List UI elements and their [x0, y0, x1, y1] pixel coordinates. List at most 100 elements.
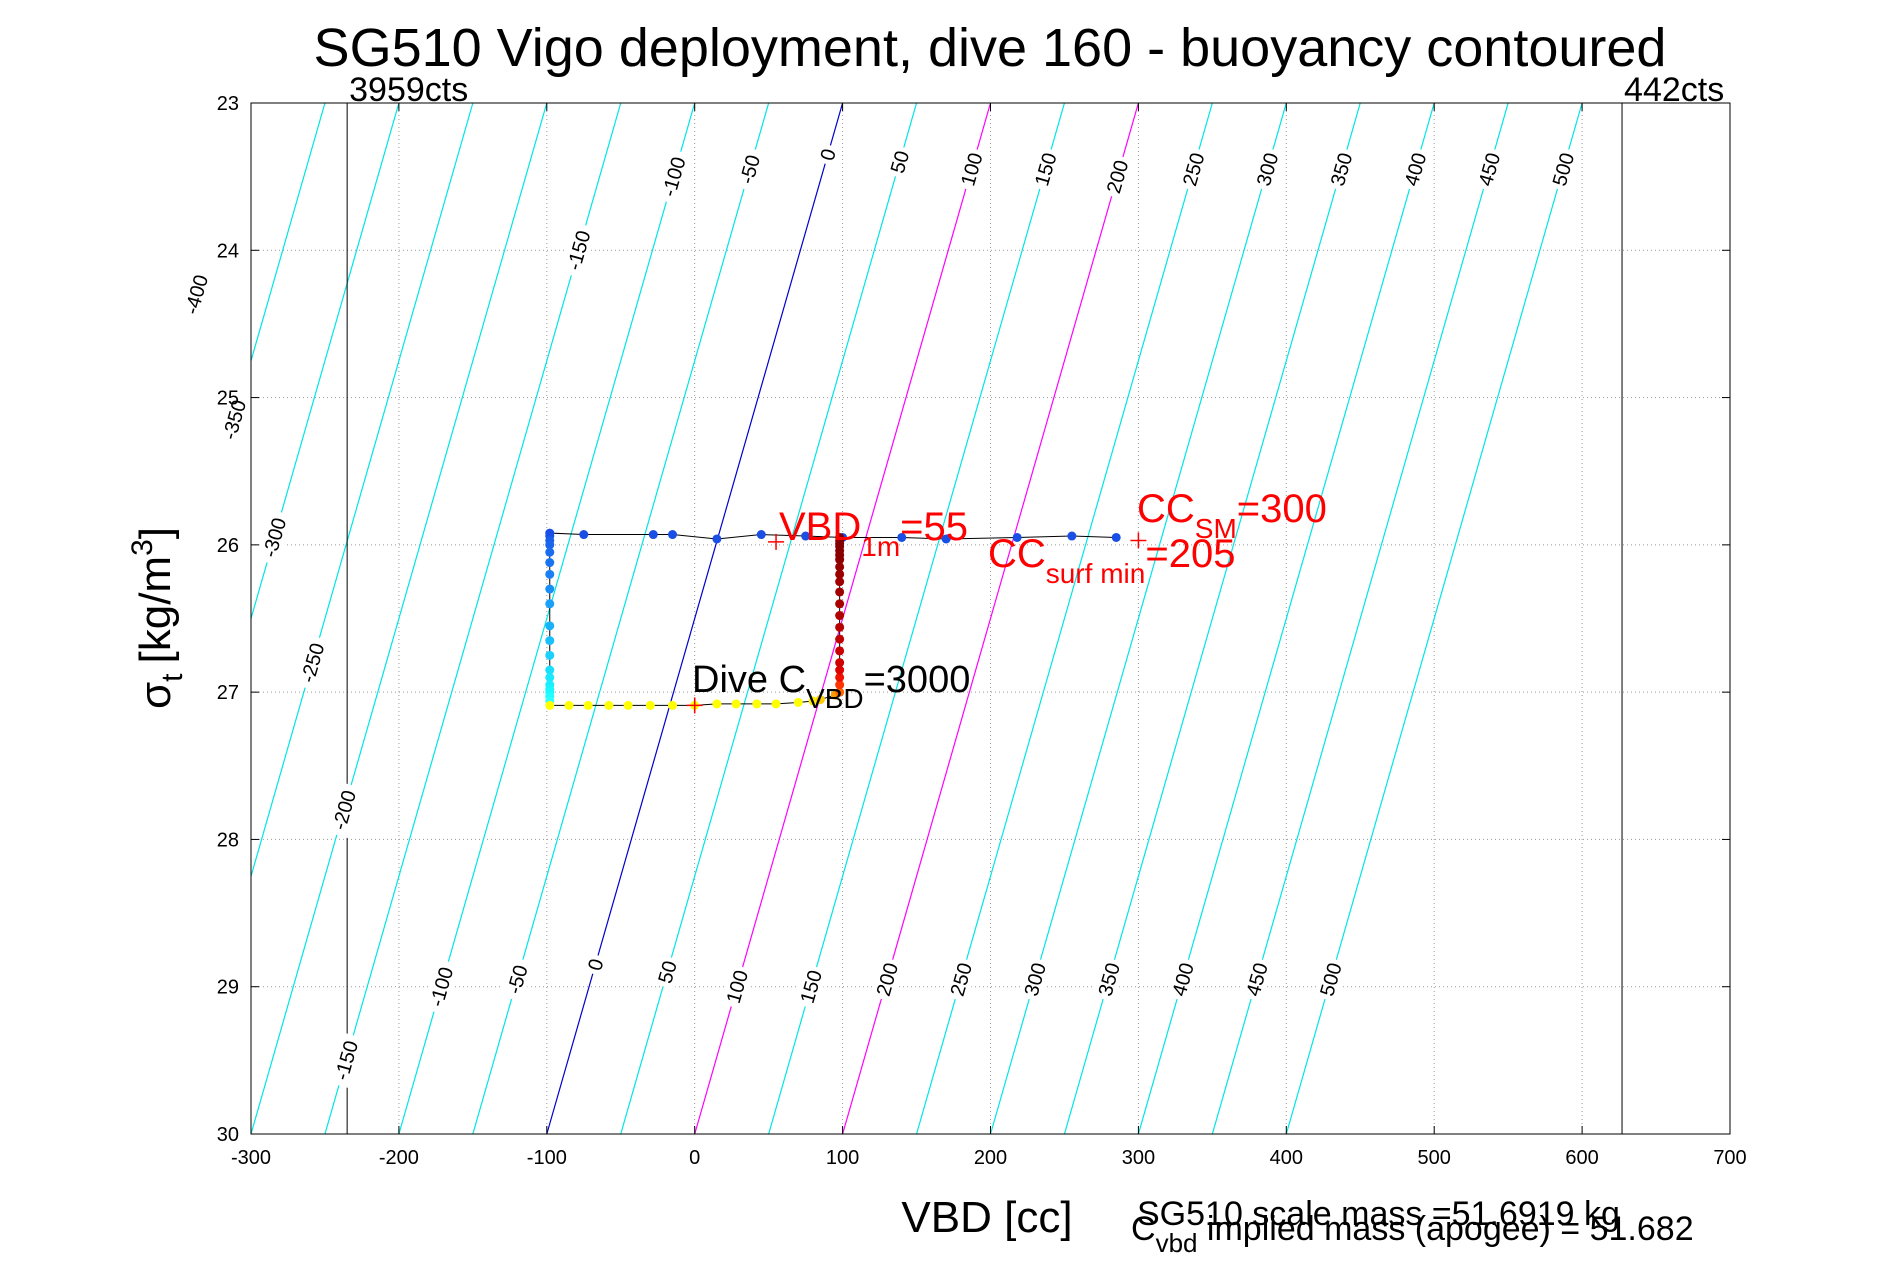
trace-point: [604, 700, 614, 710]
implied-mass-sub: vbd: [1156, 1228, 1198, 1258]
trace-point: [545, 540, 555, 550]
contour-label-bg: [883, 144, 916, 180]
trace-point: [712, 699, 722, 709]
trace-point: [835, 532, 845, 542]
implied-mass-main: C: [1131, 1210, 1156, 1248]
contour-label-bg: [215, 391, 253, 448]
contour-label: -250: [297, 641, 329, 686]
trace-point: [1067, 531, 1077, 541]
contour-label-bg: [1250, 146, 1285, 193]
trace-point: [897, 532, 907, 542]
trace-point: [1111, 532, 1121, 542]
buoyancy-contour-line: [251, 103, 326, 363]
contour-label-bg: [559, 221, 598, 279]
trace-point: [545, 547, 555, 557]
contour-label: 100: [957, 150, 987, 188]
trace-point: [835, 658, 845, 668]
contour-label-bg: [954, 146, 989, 193]
contour-label: 350: [1327, 150, 1357, 188]
contour-label: 100: [723, 968, 753, 1006]
contour-label: 250: [1179, 150, 1209, 188]
contour-label-bg: [1100, 153, 1135, 200]
x-tick-label: 700: [1713, 1147, 1746, 1169]
contour-label-bg: [581, 952, 610, 978]
markers: [686, 532, 1147, 714]
y-axis-label: σt [kg/m3]: [126, 527, 189, 709]
contour-label-bg: [1091, 956, 1127, 1003]
contour-label-bg: [1397, 146, 1433, 193]
contour-label-bg: [1165, 956, 1200, 1003]
trace-point: [835, 646, 845, 656]
trace-point: [835, 665, 845, 675]
contour-label: -300: [259, 515, 291, 560]
trace-point: [545, 569, 555, 579]
buoyancy-contour-line: [768, 103, 1066, 1134]
y-tick-label: 27: [217, 682, 239, 704]
trace-point: [835, 634, 845, 644]
contour-label-bg: [869, 956, 905, 1003]
trace-point: [579, 530, 589, 540]
contour-label-bg: [1313, 956, 1348, 1003]
trace-point: [835, 577, 845, 587]
y-ticks: 23 24 25 26 27 28 29 30: [217, 93, 1730, 1146]
y-label-unit: [kg/m: [131, 556, 180, 664]
contour-label: 450: [1243, 961, 1273, 999]
trace-point: [545, 665, 555, 675]
y-label-sub: t: [156, 673, 189, 682]
x-tick-label: 400: [1270, 1147, 1303, 1169]
contour-label-bg: [255, 509, 293, 566]
y-tick-label: 23: [217, 93, 239, 115]
trace-point: [835, 587, 845, 597]
vbd-1m-main: VBD: [779, 505, 861, 549]
contour-label: 300: [1021, 961, 1051, 999]
y-tick-label: 24: [217, 240, 239, 262]
trace-point: [835, 622, 845, 632]
contour-label: 400: [1401, 150, 1431, 188]
contour-label-bg: [293, 634, 331, 691]
contour-label: -150: [331, 1038, 363, 1083]
y-label-sigma: σ: [131, 682, 180, 709]
contour-label-bg: [793, 963, 829, 1010]
contour-label: -150: [563, 228, 595, 273]
trace-point: [545, 650, 555, 660]
contour-label-bg: [943, 956, 979, 1003]
vbd-1m-annotation: VBD1m=55: [779, 505, 968, 562]
trace-point: [835, 599, 845, 609]
buoyancy-contour-line: [251, 103, 548, 1134]
cc-surf-min-annotation: CCsurf min=205: [988, 532, 1235, 589]
contour-label-bg: [719, 963, 755, 1010]
contour-label: 450: [1475, 150, 1505, 188]
contour-label-bg: [1028, 146, 1063, 193]
trace-point: [668, 700, 678, 710]
trace-point: [545, 621, 555, 631]
trace-point: [835, 672, 845, 682]
contour-label-bg: [325, 781, 363, 839]
contour-label-bg: [1239, 956, 1274, 1003]
x-tick-label: -100: [527, 1147, 567, 1169]
trace-point: [712, 534, 722, 544]
trace-point: [648, 530, 658, 540]
cc-surf-min-tail: =205: [1145, 532, 1235, 576]
cc-surf-min-main: CC: [988, 532, 1046, 576]
x-tick-label: 500: [1418, 1147, 1451, 1169]
trace-point: [545, 584, 555, 594]
trace-point: [1012, 532, 1022, 542]
contour-label-bg: [813, 142, 842, 167]
trace-point: [545, 636, 555, 646]
contour-label: -50: [504, 963, 533, 997]
trace-point: [752, 699, 762, 709]
cc-sm-annotation: CCSM=300: [1137, 487, 1327, 544]
contour-label: 150: [1031, 150, 1061, 188]
trace-point: [835, 569, 845, 579]
x-tick-label: 100: [826, 1147, 859, 1169]
trace-point: [545, 558, 555, 568]
contour-label: 200: [1103, 158, 1133, 196]
contour-label: 200: [873, 961, 903, 999]
y-tick-label: 28: [217, 829, 239, 851]
dive-cvbd-main: Dive C: [692, 659, 806, 701]
trace-point: [623, 700, 633, 710]
trace-point: [545, 700, 555, 710]
contour-label: 250: [947, 961, 977, 999]
trace-point: [835, 687, 845, 697]
